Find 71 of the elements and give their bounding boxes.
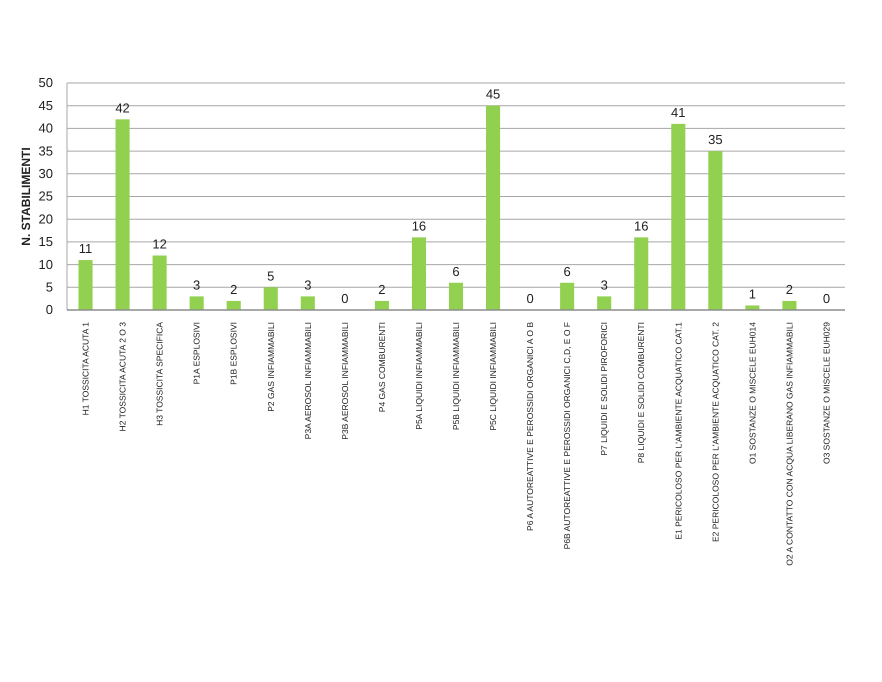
- y-tick-label: 40: [38, 120, 53, 136]
- data-label: 0: [341, 291, 348, 306]
- x-tick-label: P3A AEROSOL INFIAMMABILI: [302, 322, 313, 440]
- data-label: 5: [267, 268, 274, 284]
- x-tick-label: P6 A AUTOREATTIVE E PEROSSIDI ORGANICI A O B: [525, 322, 536, 531]
- data-label: 3: [304, 277, 312, 292]
- data-label: 3: [600, 277, 608, 292]
- bar: [116, 119, 130, 310]
- x-tick-label: O1 SOSTANZE O MISCELE EUH014: [747, 322, 758, 464]
- x-tick-label: E2 PERICOLOSO PER L'AMBIENTE ACQUATICO CAT. 2: [710, 322, 720, 542]
- y-tick-label: 50: [38, 75, 53, 90]
- y-tick-label: 45: [38, 98, 53, 113]
- bar: [190, 296, 204, 310]
- bar: [782, 300, 796, 310]
- bar: [448, 282, 464, 310]
- data-label: 16: [634, 218, 648, 234]
- data-label: 1: [748, 286, 756, 302]
- y-axis-title: N. STABILIMENTI: [19, 147, 33, 246]
- x-tick-label: H1 TOSSICITA ACUTA 1: [80, 322, 91, 416]
- data-label: 2: [230, 282, 238, 297]
- bar: [708, 151, 722, 310]
- y-tick-label: 35: [38, 143, 53, 158]
- data-label: 16: [412, 218, 426, 234]
- y-tick-label: 30: [38, 166, 53, 181]
- data-label: 12: [152, 236, 167, 252]
- bar: [671, 124, 686, 310]
- x-tick-label: P1A ESPLOSIVI: [192, 322, 202, 384]
- data-label: 45: [486, 86, 500, 102]
- data-label: 42: [115, 100, 130, 116]
- x-tick-label: P7 LIQUIDI E SOLIDI PIROFORICI: [599, 322, 610, 456]
- y-tick-label: 10: [38, 256, 53, 272]
- y-tick-label: 20: [38, 211, 53, 226]
- bar: [597, 296, 612, 310]
- bar: [412, 237, 426, 310]
- data-label: 35: [708, 132, 723, 148]
- bar: [226, 300, 241, 310]
- data-label: 0: [822, 291, 830, 306]
- x-tick-label: P3B AEROSOL INFIAMMABILI: [340, 322, 350, 440]
- x-tick-label: O3 SOSTANZE O MISCELE EUH029: [821, 322, 832, 464]
- data-label: 3: [193, 277, 200, 292]
- x-tick-label: P4 GAS COMBURENTI: [376, 322, 387, 412]
- x-tick-label: H3 TOSSICITA SPECIFICA: [154, 322, 165, 426]
- bar: [634, 237, 648, 310]
- x-tick-label: P5B LIQUIDI INFIAMMABILI: [451, 322, 461, 430]
- data-label: 0: [526, 291, 534, 306]
- bar: [152, 256, 167, 310]
- y-tick-label: 0: [46, 302, 53, 318]
- data-label: 6: [452, 264, 460, 279]
- data-label: 41: [671, 104, 686, 120]
- x-tick-label: P5C LIQUIDI INFIAMMABILI: [488, 322, 498, 431]
- x-tick-label: P6B AUTOREATTIVE E PEROSSIDI ORGANICI C,D, E O F: [562, 322, 572, 550]
- x-tick-label: H2 TOSSICITA ACUTA 2 O 3: [118, 322, 128, 432]
- x-tick-label: P5A LIQUIDI INFIAMMABILI: [414, 322, 424, 430]
- x-tick-label: P2 GAS INFIAMMABILI: [266, 322, 276, 412]
- x-tick-label: O2 A CONTATTO CON ACQUA LIBERANO GAS INFIAMMABILI: [784, 322, 794, 566]
- bar: [560, 282, 574, 310]
- x-tick-label: E1 PERICOLOSO PER L'AMBIENTE ACQUATICO CAT.1: [673, 322, 684, 540]
- x-tick-label: P1B ESPLOSIVI: [228, 322, 239, 385]
- data-label: 6: [564, 264, 571, 279]
- data-label: 2: [378, 282, 386, 297]
- data-label: 2: [786, 282, 794, 297]
- bar: [300, 296, 315, 310]
- bar: [264, 287, 278, 310]
- data-label: 11: [78, 241, 92, 256]
- bar: [486, 106, 500, 310]
- y-tick-label: 25: [38, 188, 53, 204]
- bar: [78, 260, 93, 310]
- y-tick-label: 5: [46, 279, 53, 294]
- y-tick-label: 15: [38, 234, 53, 250]
- x-tick-label: P8 LIQUIDI E SOLIDI COMBURENTI: [636, 322, 646, 464]
- bar: [374, 300, 389, 310]
